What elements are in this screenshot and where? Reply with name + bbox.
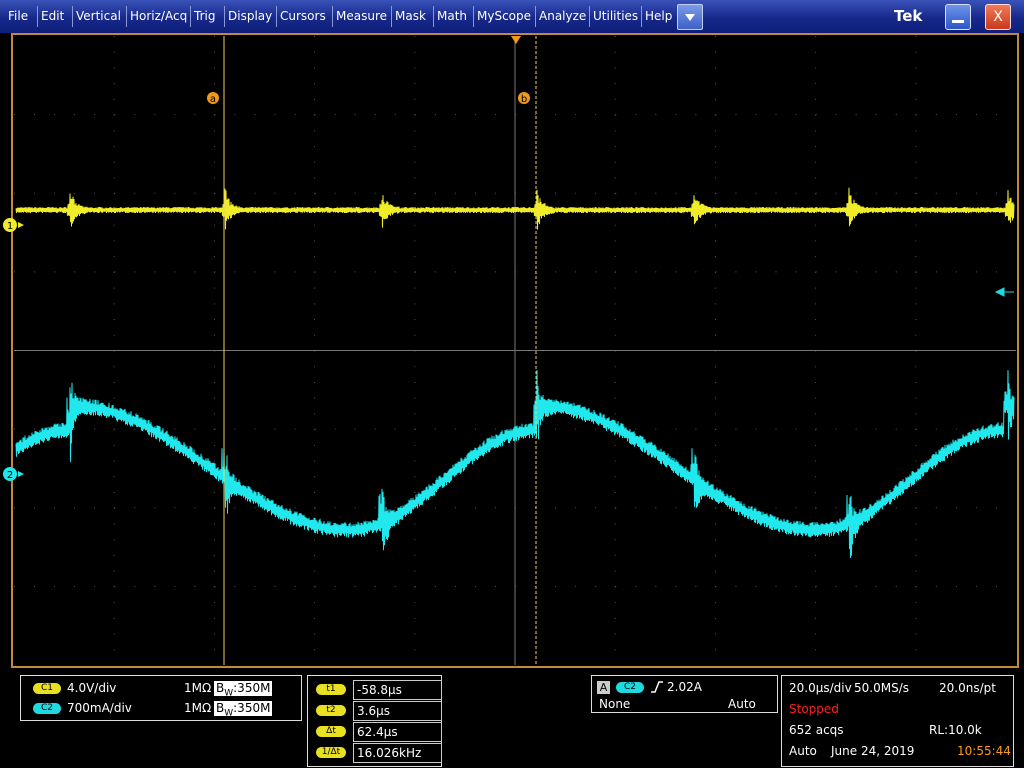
menu-item[interactable]: Utilities [593,9,639,23]
acquisition-state: Stopped [789,702,839,716]
channel-marker[interactable] [3,218,17,232]
menu-separator [126,6,127,27]
menu-item[interactable]: File [8,9,29,23]
bw-b: B [216,701,225,715]
time: 10:55:44 [957,744,1011,758]
readout-label: t1 [316,684,346,695]
menu-bar: File Edit Vertical Horiz/Acq Trig Display Curs… [0,0,1024,33]
readout-panel: C1 4.0V/div 1MΩ BW:350M C2 700mA/div 1MΩ… [0,668,1024,768]
menu-item[interactable]: Math [437,9,468,23]
menu-item[interactable]: Mask [395,9,426,23]
cursor-handle[interactable] [207,92,219,104]
cursor-handle[interactable] [518,92,530,104]
date: June 24, 2019 [831,744,915,758]
sample-rate: 50.0MS/s [854,681,909,695]
channel-badge[interactable]: C2 [33,703,61,714]
channel-readouts: C1 4.0V/div 1MΩ BW:350M C2 700mA/div 1MΩ… [20,675,302,721]
trigger-position-marker [511,36,521,44]
menu-separator [332,6,333,27]
channel-marker[interactable] [3,467,17,481]
menu-item[interactable]: Cursors [280,9,326,23]
menu-separator [276,6,277,27]
channel-scale: 700mA/div [67,701,132,715]
trigger-coupling: None [599,697,631,711]
bandwidth-box: BW:350M [214,681,273,699]
brand-logo: Tek [894,7,923,25]
readout-label: 1/Δt [316,747,346,758]
menu-separator [224,6,225,27]
channel-2-trace [15,370,1015,559]
cursor-label: b [521,94,527,105]
readout-value: 3.6µs [353,701,442,721]
horizontal-scale: 20.0µs/div [789,681,852,695]
channel-1-trace [15,187,1015,230]
menu-separator [473,6,474,27]
readout-value: 16.026kHz [353,743,442,763]
menu-item[interactable]: Horiz/Acq [130,9,188,23]
trigger-level-marker [994,287,1014,297]
bw-b: B [216,681,225,695]
channel-scale: 4.0V/div [67,681,117,695]
cursor-label: a [210,94,216,105]
acquisition-mode: Auto [789,744,817,758]
menu-item[interactable]: MyScope [477,9,532,23]
menu-separator [433,6,434,27]
acquisition-count: 652 acqs [789,723,844,737]
acquisition-readout: 20.0µs/div 50.0MS/s 20.0ns/pt Stopped 65… [781,675,1014,767]
trigger-source: C2 [616,682,644,693]
trigger-readout: A C2 2.02A None Auto [591,675,778,713]
menu-item[interactable]: Measure [336,9,387,23]
menu-item[interactable]: Display [228,9,273,23]
dropdown-icon [685,14,695,21]
menu-separator [391,6,392,27]
graticule-screen: a b 1 2 [3,33,1019,668]
close-button[interactable]: X [985,4,1011,30]
channel-badge[interactable]: C1 [33,683,61,694]
bandwidth: :350M [233,701,271,715]
trigger-mode: Auto [728,697,756,711]
readout-label: Δt [316,726,346,737]
menu-item[interactable]: Analyze [539,9,587,23]
minimize-button[interactable] [945,4,971,30]
channel-marker-label: 1 [7,221,13,232]
menu-item[interactable]: Vertical [76,9,121,23]
readout-label: t2 [316,705,346,716]
menu-separator [535,6,536,27]
minimize-icon [952,20,964,23]
menu-separator [589,6,590,27]
bandwidth: :350M [233,681,271,695]
bandwidth-box: BW:350M [214,701,273,719]
menu-separator [190,6,191,27]
trigger-type: A [597,681,610,694]
menu-separator [72,6,73,27]
channel-marker-label: 2 [7,470,13,481]
channel-marker-arrow [18,471,24,477]
menu-dropdown-button[interactable] [677,4,703,30]
channel-impedance: 1MΩ [184,701,212,715]
menu-separator [641,6,642,27]
record-length: RL:10.0k [929,723,982,737]
trigger-level: 2.02A [667,680,702,694]
resolution: 20.0ns/pt [939,681,996,695]
channel-marker-arrow [18,222,24,228]
rising-edge-icon [651,681,663,693]
menu-item[interactable]: Help [645,9,673,23]
bw-w: W [224,708,234,719]
menu-item[interactable]: Trig [194,9,216,23]
cursor-readouts: t1 -58.8µs t2 3.6µs Δt 62.4µs 1/Δt 16.026kHz [307,675,442,767]
readout-value: -58.8µs [353,680,442,700]
readout-value: 62.4µs [353,722,442,742]
bw-w: W [224,688,234,699]
channel-impedance: 1MΩ [184,681,212,695]
menu-item[interactable]: Edit [41,9,65,23]
menu-separator [37,6,38,27]
graticule-border [11,33,1019,668]
